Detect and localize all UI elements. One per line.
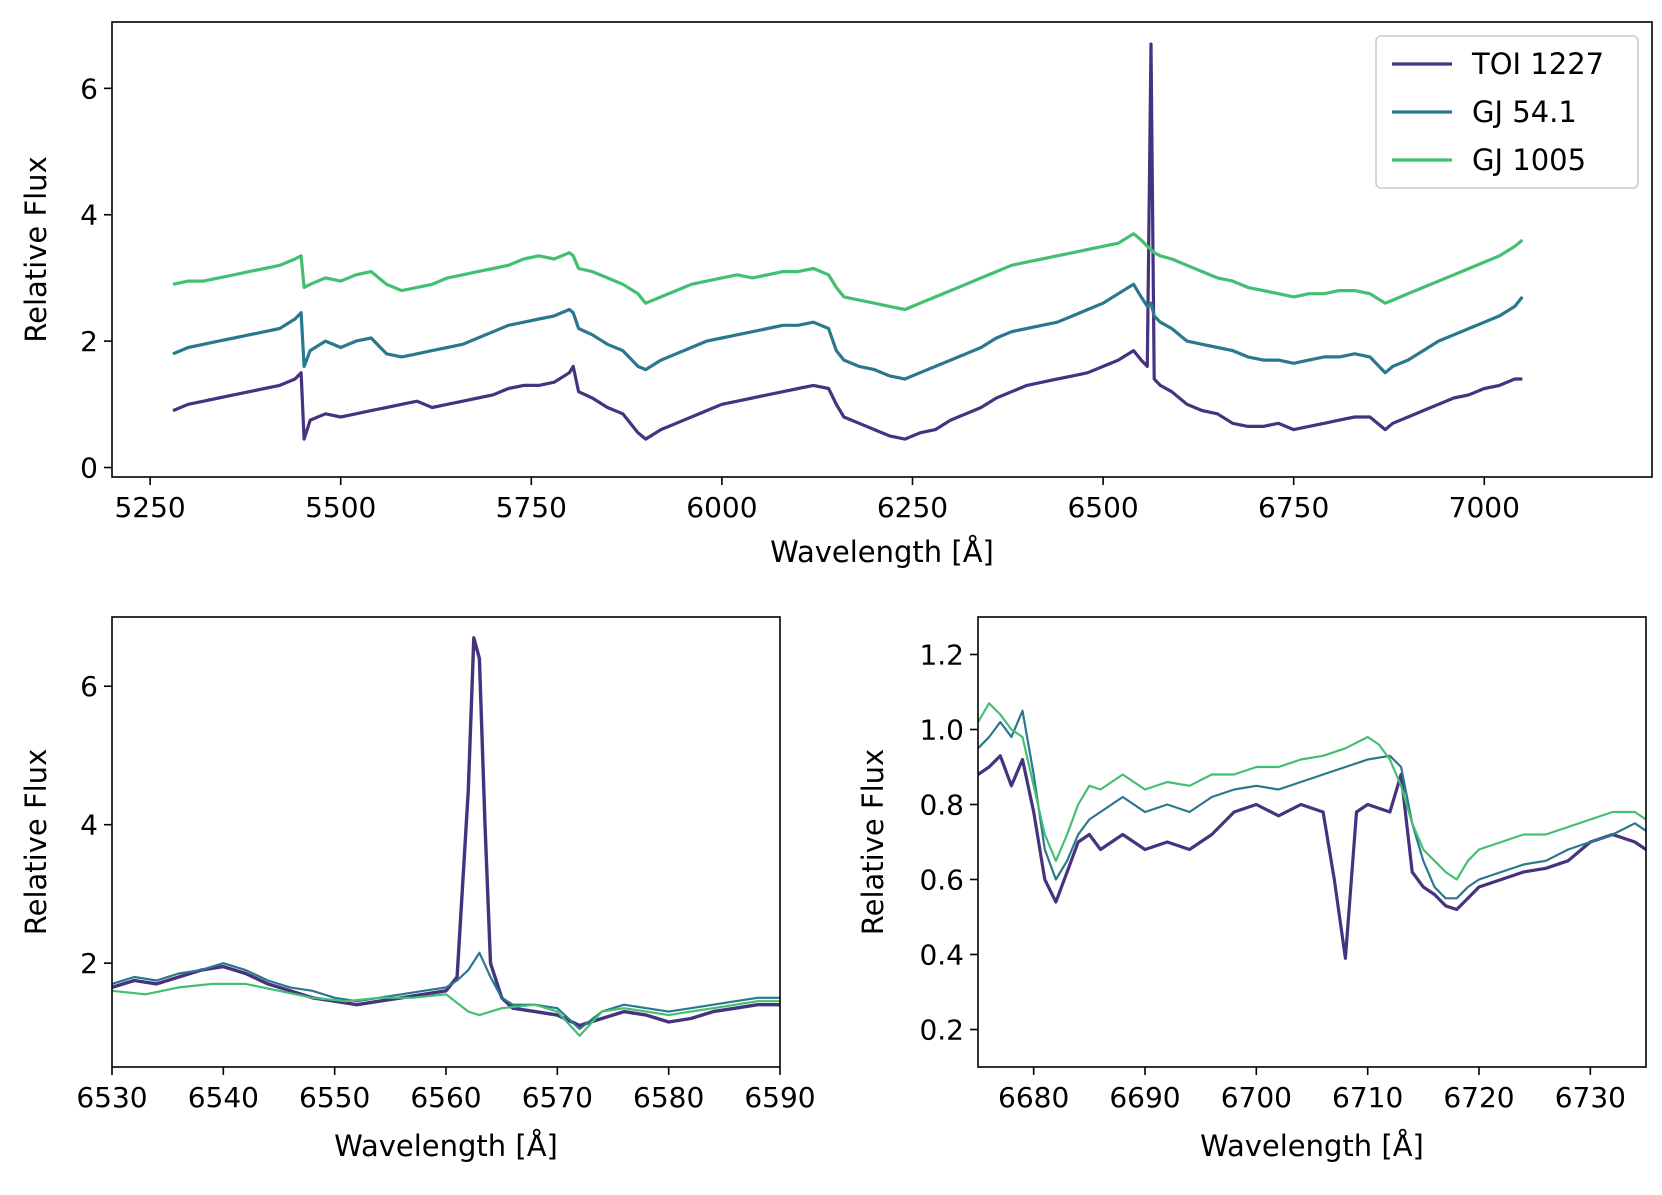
y-tick-label: 2: [80, 325, 98, 358]
x-tick-label: 6570: [522, 1081, 593, 1114]
panel-top: 5250 5500 5750 6000 6250 6500 6750 7000 0 2 4 6 Wave…: [19, 21, 1653, 569]
x-tick-label: 6530: [76, 1081, 147, 1114]
x-axis-label: Wavelength [Å]: [334, 1129, 558, 1163]
x-tick-label: 6690: [1109, 1081, 1180, 1114]
y-tick-label: 1.0: [919, 714, 964, 747]
axes-frame: [111, 616, 781, 1068]
x-tick-label: 6540: [188, 1081, 259, 1114]
series-line-gj-1005: [978, 702, 1646, 881]
legend-label: GJ 54.1: [1472, 95, 1577, 129]
series-line-gj-54.1: [112, 951, 780, 1031]
series-line-gj-54.1: [172, 282, 1524, 381]
x-tick-label: 6730: [1555, 1081, 1626, 1114]
x-tick-label: 6250: [877, 491, 948, 524]
x-tick-label: 6560: [410, 1081, 481, 1114]
y-tick-label: 4: [80, 809, 98, 842]
axes-frame: [111, 21, 1653, 478]
y-axis-label: Relative Flux: [19, 749, 53, 935]
y-tick-label: 0.2: [919, 1014, 964, 1047]
panel-bottom-right: 6680 6690 6700 6710 6720 6730 0.2 0.4 0.6 0.8 1.0 1…: [856, 616, 1647, 1163]
panel-bottom-left: 6530 6540 6550 6560 6570 6580 6590 2 4 6 Wavelengt…: [19, 616, 816, 1163]
x-axis-label: Wavelength [Å]: [1200, 1129, 1424, 1163]
x-axis-label: Wavelength [Å]: [770, 535, 994, 569]
y-tick-label: 2: [80, 947, 98, 980]
y-tick-label: 6: [80, 670, 98, 703]
x-tick-label: 5500: [305, 491, 376, 524]
x-tick-label: 6580: [633, 1081, 704, 1114]
series-line-toi-1227: [172, 42, 1523, 441]
y-tick-label: 1.2: [919, 639, 964, 672]
x-tick-label: 5250: [114, 491, 185, 524]
x-tick-label: 6750: [1258, 491, 1329, 524]
series-line-gj-1005: [112, 982, 780, 1037]
x-tick-label: 7000: [1449, 491, 1520, 524]
x-tick-label: 6500: [1067, 491, 1138, 524]
series-group: [978, 702, 1646, 960]
series-group: [172, 42, 1524, 441]
x-tick-label: 6000: [686, 491, 757, 524]
y-tick-label: 4: [80, 199, 98, 232]
series-line-gj-1005: [172, 232, 1524, 312]
series-line-toi-1227: [978, 754, 1646, 960]
legend-frame: [1375, 35, 1639, 189]
y-tick-label: 0.4: [919, 939, 964, 972]
x-tick-label: 6550: [299, 1081, 370, 1114]
series-line-toi-1227: [112, 636, 780, 1028]
legend-label: TOI 1227: [1471, 47, 1604, 81]
y-tick-label: 6: [80, 72, 98, 105]
y-tick-label: 0.6: [919, 864, 964, 897]
legend: TOI 1227 GJ 54.1 GJ 1005: [1375, 35, 1639, 189]
legend-label: GJ 1005: [1472, 143, 1586, 177]
x-tick-label: 6590: [744, 1081, 815, 1114]
x-tick-label: 6710: [1332, 1081, 1403, 1114]
x-tick-label: 6680: [998, 1081, 1069, 1114]
y-tick-label: 0: [80, 452, 98, 485]
y-axis-label: Relative Flux: [856, 749, 890, 935]
x-tick-label: 6700: [1221, 1081, 1292, 1114]
y-axis-label: Relative Flux: [19, 156, 53, 342]
series-group: [112, 636, 780, 1037]
axes-frame: [977, 616, 1647, 1068]
x-tick-label: 5750: [496, 491, 567, 524]
y-tick-label: 0.8: [919, 789, 964, 822]
x-tick-label: 6720: [1443, 1081, 1514, 1114]
series-line-gj-54.1: [978, 709, 1646, 900]
